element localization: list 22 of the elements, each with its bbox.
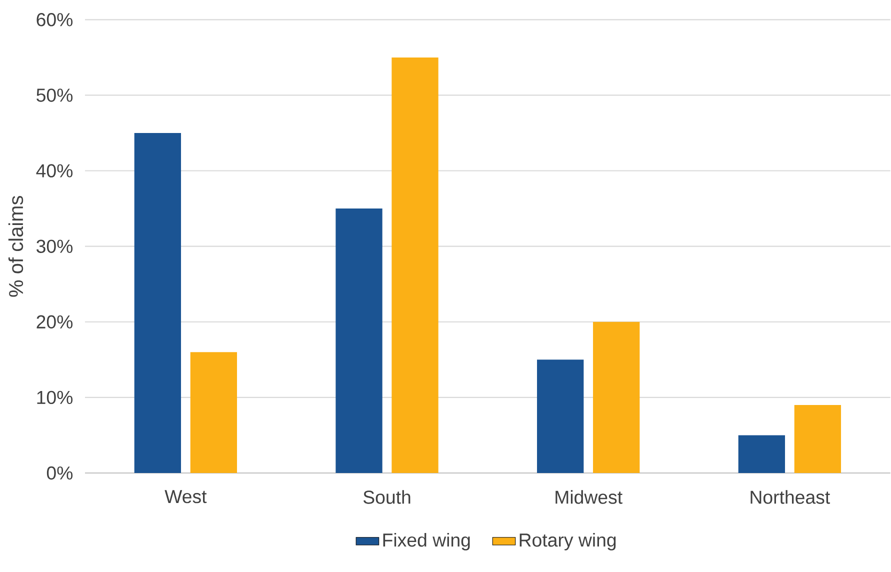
bar [537, 360, 584, 473]
bar [593, 322, 640, 473]
legend-label: Fixed wing [383, 532, 470, 550]
x-tick-label: West [164, 490, 207, 504]
y-tick-label: 30% [36, 240, 73, 253]
bar [336, 208, 382, 473]
legend-label: Rotary wing [520, 532, 616, 550]
bar [794, 405, 842, 473]
bar [190, 352, 238, 473]
y-tick-label: 0% [46, 466, 73, 480]
bar [392, 57, 438, 473]
bar [738, 435, 786, 473]
bar [134, 132, 182, 473]
y-tick-label: 50% [36, 88, 73, 102]
x-tick-label: South [363, 490, 410, 504]
y-tick-label: 60% [36, 13, 73, 26]
y-tick-label: 10% [37, 390, 73, 404]
x-tick-label: Midwest [556, 490, 622, 504]
y-axis-title: % of claims [8, 196, 24, 297]
y-tick-label: 20% [36, 315, 73, 328]
x-tick-label: Northeast [750, 490, 830, 504]
y-tick-label: 40% [36, 164, 73, 178]
